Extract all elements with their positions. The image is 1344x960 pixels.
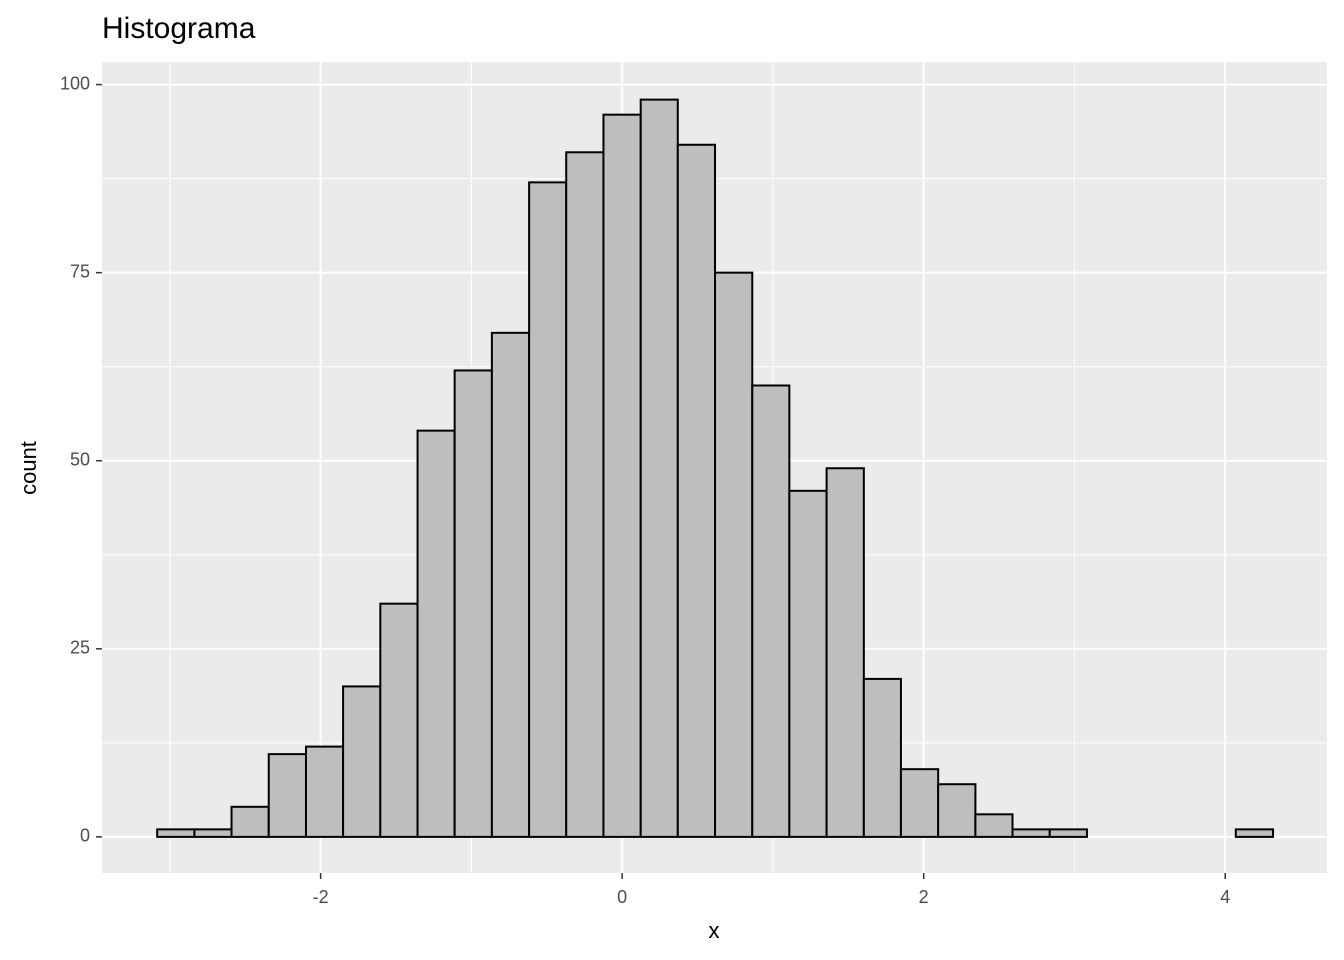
bar (193, 828, 233, 838)
y-axis-title: count (16, 441, 41, 495)
bar (528, 181, 568, 838)
bar (1048, 828, 1088, 838)
bar (602, 113, 642, 838)
bar (937, 783, 977, 838)
bar (230, 805, 270, 838)
x-tick-label: 2 (919, 887, 929, 907)
bar (267, 753, 307, 838)
bar (1011, 828, 1051, 838)
bar (565, 151, 605, 838)
bar (453, 369, 493, 838)
bar (156, 828, 196, 838)
bar (1234, 828, 1275, 838)
chart-title: Histograma (102, 12, 256, 45)
plot-layer: -2 0 2 4 0 25 50 75 100 (60, 62, 1327, 907)
x-tick-label: -2 (313, 887, 329, 907)
bar (974, 813, 1014, 838)
x-axis-title: x (709, 918, 720, 943)
y-tick-label: 0 (80, 826, 90, 846)
bar (788, 489, 828, 838)
bar (379, 602, 419, 838)
bar (304, 745, 345, 838)
y-tick-label: 75 (70, 261, 90, 281)
bar (639, 98, 679, 838)
bar (676, 143, 717, 838)
y-tick-label: 50 (70, 449, 90, 469)
bar (751, 384, 791, 838)
y-tick-label: 100 (60, 73, 90, 93)
bar (342, 685, 382, 838)
x-tick-label: 0 (617, 887, 627, 907)
bar (714, 271, 754, 838)
bar (899, 768, 940, 838)
x-tick-label: 4 (1220, 887, 1230, 907)
bar (416, 429, 456, 838)
y-tick-label: 25 (70, 638, 90, 658)
bar (490, 331, 531, 838)
bar (862, 677, 902, 838)
bar (825, 467, 865, 838)
